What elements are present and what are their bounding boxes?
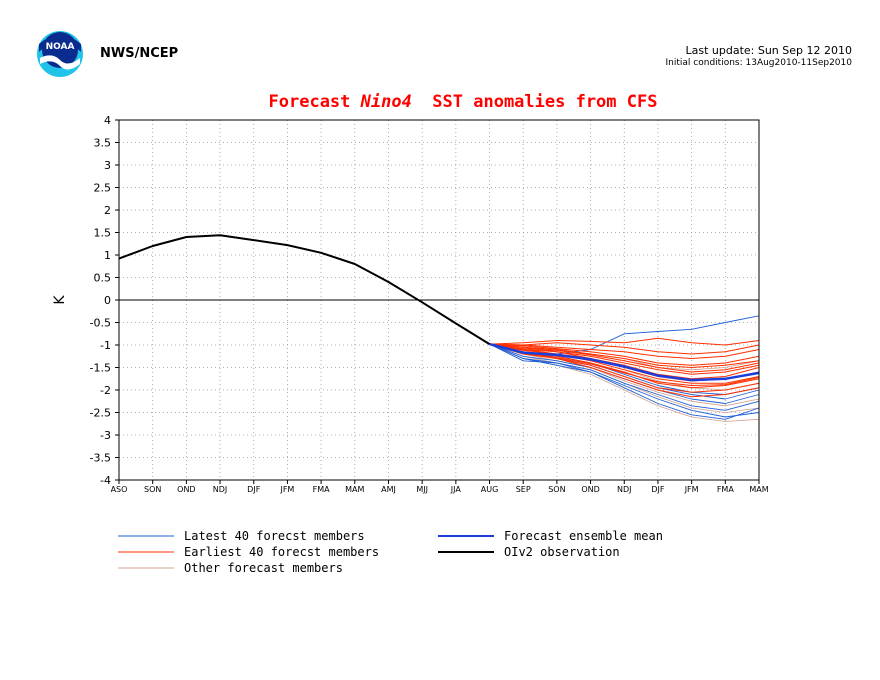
latest-member-line — [489, 343, 760, 420]
x-tick-label: NDJ — [617, 485, 632, 494]
y-tick-label: -2 — [100, 384, 111, 397]
latest-member-line — [489, 343, 760, 418]
chart-title-suffix: SST anomalies from CFS — [412, 92, 658, 112]
x-tick-label: MAM — [345, 485, 364, 494]
y-tick-label: 4 — [104, 114, 111, 127]
y-tick-label: 1.5 — [94, 227, 112, 240]
earliest-member-line — [489, 337, 760, 346]
observation-line — [118, 234, 491, 345]
x-tick-label: MAM — [749, 485, 768, 494]
earliest-member-line — [489, 343, 760, 373]
y-tick-label: 3 — [104, 159, 111, 172]
x-tick-label: SON — [548, 485, 565, 494]
x-tick-label: JFM — [279, 485, 294, 494]
x-tick-label: NDJ — [213, 485, 228, 494]
chart-title: Forecast Nino4 SST anomalies from CFS — [269, 92, 658, 112]
earliest-member-line — [489, 343, 760, 359]
earliest-member-line — [489, 343, 760, 368]
ensemble-mean-line — [489, 342, 760, 382]
grid — [119, 120, 759, 480]
series-group — [118, 234, 760, 422]
legend-label: Other forecast members — [184, 561, 343, 575]
chart-title-prefix: Forecast — [269, 92, 361, 112]
earliest-member-line — [489, 342, 760, 355]
x-tick-label: OND — [177, 485, 195, 494]
earliest-member-line — [489, 343, 760, 366]
x-tick-label: JFM — [684, 485, 699, 494]
y-tick-label: -3 — [100, 429, 111, 442]
x-tick-label: AUG — [481, 485, 499, 494]
y-tick-label: 0.5 — [94, 272, 112, 285]
earliest-member-line — [489, 343, 760, 384]
latest-member-line — [489, 343, 760, 411]
y-tick-label: 1 — [104, 249, 111, 262]
x-tick-label: SEP — [516, 485, 531, 494]
initial-conditions: Initial conditions: 13Aug2010-11Sep2010 — [665, 58, 852, 68]
legend: Latest 40 forecst members Earliest 40 for… — [118, 529, 663, 575]
y-tick-label: -0.5 — [90, 317, 111, 330]
y-tick-label: -2.5 — [90, 407, 111, 420]
logo-text: NOAA — [46, 42, 75, 52]
noaa-logo-icon: NOAA — [37, 31, 83, 77]
y-tick-label: -1 — [100, 339, 111, 352]
y-tick-label: 2.5 — [94, 182, 112, 195]
x-tick-label: ASO — [111, 485, 128, 494]
y-tick-label: -3.5 — [90, 452, 111, 465]
x-tick-label: AMJ — [381, 485, 396, 494]
earliest-member-line — [489, 343, 760, 393]
x-axis: ASO SON OND NDJ DJF JFM FMA MAM AMJ MJJ JJA AUG SEP S… — [111, 480, 769, 494]
x-tick-label: DJF — [651, 485, 665, 494]
y-axis-label: K — [52, 295, 68, 305]
other-member-line — [489, 343, 760, 407]
x-tick-label: MJJ — [416, 485, 428, 494]
update-info: Last update: Sun Sep 12 2010 Initial con… — [666, 44, 852, 70]
org-name: NWS/NCEP — [100, 46, 179, 61]
y-tick-label: 0 — [104, 294, 111, 307]
legend-label: Earliest 40 forecst members — [184, 545, 379, 559]
last-update: Last update: Sun Sep 12 2010 — [685, 44, 852, 57]
x-tick-label: JJA — [450, 485, 462, 494]
y-tick-label: 3.5 — [94, 137, 112, 150]
x-tick-label: DJF — [247, 485, 261, 494]
legend-label: Forecast ensemble mean — [504, 529, 663, 543]
y-tick-label: 2 — [104, 204, 111, 217]
y-tick-label: -1.5 — [90, 362, 111, 375]
legend-label: Latest 40 forecst members — [184, 529, 365, 543]
x-tick-label: SON — [144, 485, 161, 494]
x-tick-label: FMA — [313, 485, 331, 494]
legend-label: OIv2 observation — [504, 545, 620, 559]
y-axis: 4 3.5 3 2.5 2 1.5 1 0.5 0 -0.5 -1 -1.5 -2 -2.5 -3 -3.5 -… — [90, 114, 119, 487]
x-tick-label: OND — [581, 485, 599, 494]
y-tick-label: -4 — [100, 474, 111, 487]
x-tick-label: FMA — [717, 485, 735, 494]
chart-title-italic: Nino4 — [360, 92, 412, 112]
plot-frame — [118, 119, 760, 481]
noaa-logo: NOAA — [36, 30, 84, 82]
earliest-member-line — [489, 343, 760, 375]
